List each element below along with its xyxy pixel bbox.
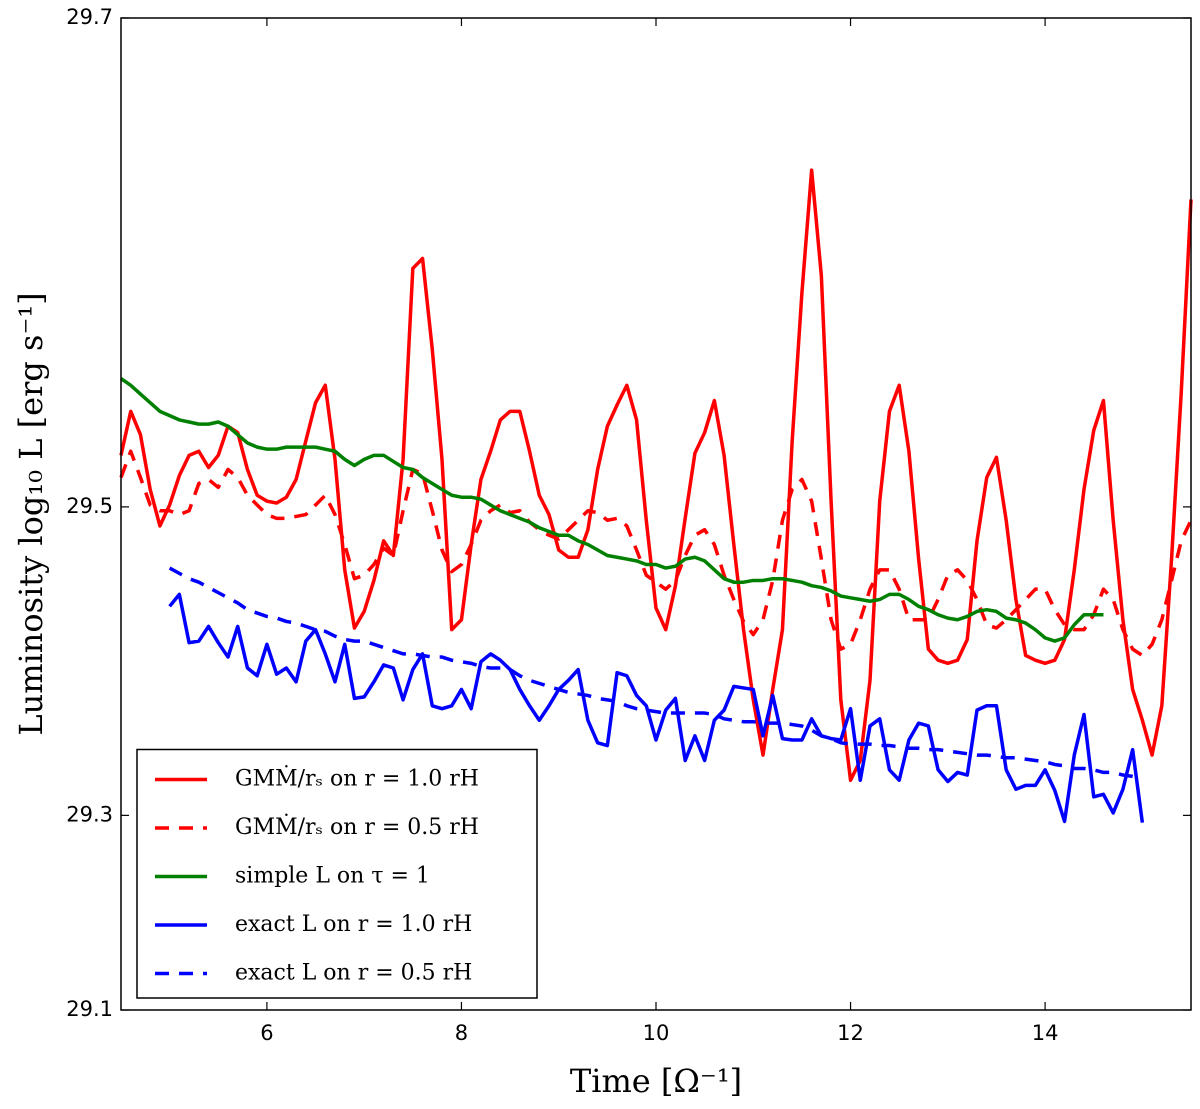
y-tick-label: 29.7 — [66, 5, 113, 29]
legend-box — [136, 748, 538, 999]
y-tick-label: 29.3 — [66, 802, 113, 826]
x-tick-label: 10 — [643, 1021, 670, 1045]
y-axis-label: Luminosity log₁₀ L [erg s⁻¹] — [12, 292, 50, 735]
series-line — [120, 377, 1104, 643]
y-tick-label: 29.1 — [66, 997, 113, 1021]
series-line — [168, 566, 1143, 781]
x-tick-label: 12 — [837, 1021, 864, 1045]
y-tick-label: 29.5 — [66, 494, 113, 518]
plot-frame — [120, 17, 1192, 1011]
x-tick-label: 8 — [455, 1021, 468, 1045]
x-tick-label: 6 — [260, 1021, 273, 1045]
legend-label: simple L on τ = 1 — [235, 864, 430, 889]
legend-label: GMṀ/rₛ on r = 0.5 rH — [235, 813, 479, 840]
legend-label: exact L on r = 1.0 rH — [235, 912, 472, 937]
x-tick-label: 14 — [1032, 1021, 1059, 1045]
series-line — [168, 592, 1145, 824]
x-axis-label: Time [Ω⁻¹] — [570, 1062, 742, 1100]
series-line — [119, 168, 1193, 782]
legend-label: exact L on r = 0.5 rH — [235, 961, 472, 986]
legend-label: GMṀ/rₛ on r = 1.0 rH — [235, 765, 479, 792]
series-line — [119, 449, 1193, 658]
